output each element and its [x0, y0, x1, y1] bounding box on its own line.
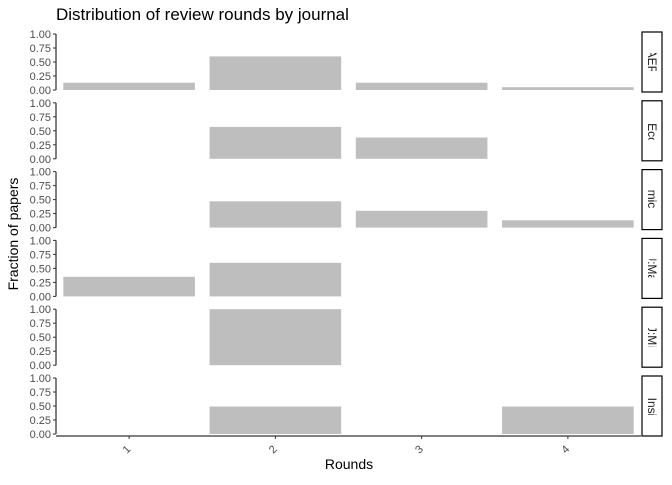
y-tick-label: 0.00 [30, 223, 51, 235]
y-tick-label: 0.75 [30, 43, 51, 55]
facet-panel: 0.00 0.25 0.50 0.75 1.00 AER [30, 29, 663, 97]
facet-strip-label: AERInsights [645, 373, 659, 439]
facet-panel: 0.00 0.25 0.50 0.75 1.00 Economic Policy [30, 156, 663, 244]
y-tick-label: 0.50 [30, 263, 51, 275]
bar [209, 406, 342, 434]
bar [63, 276, 195, 297]
bar [355, 137, 488, 159]
y-tick-label: 0.00 [30, 429, 51, 441]
bar [209, 309, 342, 366]
y-tick-label: 1.00 [30, 167, 51, 179]
facet-panel: 0.00 0.25 0.50 0.75 1.00 Applied Economics [30, 80, 663, 182]
y-tick-label: 1.00 [30, 373, 51, 385]
y-tick-label: 0.50 [30, 401, 51, 413]
x-axis-title: Rounds [325, 456, 373, 472]
y-tick-label: 0.75 [30, 318, 51, 330]
facet-panel: 0.00 0.25 0.50 0.75 1.00 AERInsights [30, 373, 663, 441]
y-tick-label: 0.25 [30, 140, 51, 152]
y-tick-label: 1.00 [30, 29, 51, 41]
x-tick-label: 4 [559, 443, 572, 456]
y-tick-label: 0.25 [30, 277, 51, 289]
bar [63, 82, 195, 90]
y-tick-label: 0.00 [30, 85, 51, 97]
y-tick-label: 0.25 [30, 209, 51, 221]
x-tick-label: 2 [267, 443, 280, 456]
y-tick-label: 0.75 [30, 249, 51, 261]
y-axis-title: Fraction of papers [5, 178, 21, 291]
y-tick-label: 0.50 [30, 195, 51, 207]
facet-strip-label: AER [645, 50, 659, 75]
bar [502, 220, 634, 228]
y-tick-label: 0.50 [30, 332, 51, 344]
y-tick-label: 0.00 [30, 154, 51, 166]
facet-strip [641, 375, 663, 437]
y-tick-label: 0.75 [30, 181, 51, 193]
bar [209, 262, 342, 297]
y-tick-label: 0.75 [30, 387, 51, 399]
y-tick-label: 0.50 [30, 57, 51, 69]
facet-strip-label: AEJ:Micro [645, 310, 659, 365]
y-tick-label: 1.00 [30, 235, 51, 247]
y-tick-label: 0.00 [30, 360, 51, 372]
x-axis: 1 2 3 4 [56, 435, 641, 456]
x-tick-label: 1 [121, 443, 134, 456]
facet-strip [641, 31, 663, 93]
y-tick-label: 0.00 [30, 291, 51, 303]
facet-strip [641, 169, 663, 231]
facet-strip [641, 100, 663, 162]
facet-panel: 0.00 0.25 0.50 0.75 1.00 AEJ:Micro [30, 304, 663, 372]
facet-strip [641, 237, 663, 299]
facet-panels: 0.00 0.25 0.50 0.75 1.00 AER 0.00 0.25 0.50 0.75 1… [30, 29, 663, 441]
bar [355, 210, 488, 228]
bar [355, 82, 488, 90]
bar [209, 201, 342, 228]
chart-title: Distribution of review rounds by journal [56, 5, 349, 24]
bar [502, 87, 634, 90]
y-tick-label: 0.25 [30, 71, 51, 83]
bar [209, 56, 342, 90]
facet-strip-label: Economic Policy [645, 156, 659, 244]
y-tick-label: 1.00 [30, 304, 51, 316]
y-tick-label: 1.00 [30, 98, 51, 110]
x-tick-label: 3 [413, 443, 426, 456]
y-tick-label: 0.25 [30, 415, 51, 427]
facet-panel: 0.00 0.25 0.50 0.75 1.00 AEJ:Macro [30, 235, 663, 303]
y-tick-label: 0.25 [30, 346, 51, 358]
y-tick-label: 0.50 [30, 126, 51, 138]
y-tick-label: 0.75 [30, 112, 51, 124]
facet-strip-label: Applied Economics [645, 80, 659, 182]
facet-strip [641, 306, 663, 368]
bar [502, 406, 634, 434]
facet-strip-label: AEJ:Macro [645, 239, 659, 298]
bar [209, 126, 342, 159]
